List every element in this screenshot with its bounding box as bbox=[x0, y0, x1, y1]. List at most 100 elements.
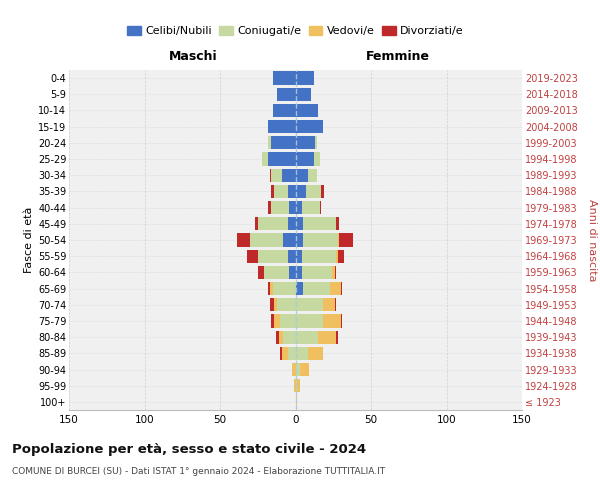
Bar bbox=[294, 379, 296, 392]
Text: Popolazione per età, sesso e stato civile - 2024: Popolazione per età, sesso e stato civil… bbox=[12, 442, 366, 456]
Bar bbox=[283, 234, 296, 246]
Bar bbox=[280, 314, 296, 328]
Bar bbox=[296, 314, 323, 328]
Bar bbox=[323, 314, 341, 328]
Bar bbox=[268, 201, 271, 214]
Y-axis label: Fasce di età: Fasce di età bbox=[23, 207, 34, 273]
Bar bbox=[250, 234, 283, 246]
Bar bbox=[289, 201, 296, 214]
Bar bbox=[273, 72, 296, 85]
Bar bbox=[279, 330, 283, 344]
Bar bbox=[336, 250, 338, 263]
Bar bbox=[296, 282, 303, 295]
Bar bbox=[303, 234, 338, 246]
Bar bbox=[283, 330, 296, 344]
Bar bbox=[303, 217, 336, 230]
Bar bbox=[296, 250, 302, 263]
Bar bbox=[339, 234, 353, 246]
Bar bbox=[258, 250, 288, 263]
Bar bbox=[332, 266, 335, 279]
Bar bbox=[262, 152, 268, 166]
Text: Maschi: Maschi bbox=[169, 50, 218, 63]
Bar bbox=[288, 250, 296, 263]
Bar bbox=[320, 201, 321, 214]
Bar bbox=[297, 379, 300, 392]
Bar bbox=[270, 298, 274, 312]
Bar bbox=[282, 168, 296, 182]
Bar bbox=[315, 136, 317, 149]
Bar bbox=[296, 266, 302, 279]
Bar bbox=[296, 379, 297, 392]
Bar bbox=[271, 168, 282, 182]
Bar bbox=[336, 330, 338, 344]
Bar bbox=[296, 330, 318, 344]
Bar bbox=[270, 282, 273, 295]
Bar bbox=[271, 136, 296, 149]
Bar bbox=[292, 363, 296, 376]
Bar bbox=[303, 282, 330, 295]
Bar bbox=[302, 250, 336, 263]
Bar bbox=[318, 330, 336, 344]
Bar bbox=[296, 217, 303, 230]
Bar bbox=[268, 120, 296, 134]
Bar bbox=[268, 282, 270, 295]
Bar bbox=[296, 346, 308, 360]
Bar bbox=[274, 314, 280, 328]
Bar bbox=[271, 314, 274, 328]
Y-axis label: Anni di nascita: Anni di nascita bbox=[587, 198, 597, 281]
Bar bbox=[296, 72, 314, 85]
Bar bbox=[277, 88, 296, 101]
Bar bbox=[264, 266, 289, 279]
Bar bbox=[336, 217, 339, 230]
Bar bbox=[277, 298, 296, 312]
Bar bbox=[306, 185, 321, 198]
Bar bbox=[268, 136, 271, 149]
Bar bbox=[335, 298, 336, 312]
Bar bbox=[308, 346, 323, 360]
Bar bbox=[302, 201, 320, 214]
Bar bbox=[296, 298, 323, 312]
Bar bbox=[330, 282, 341, 295]
Bar bbox=[236, 234, 250, 246]
Bar bbox=[296, 88, 311, 101]
Bar bbox=[274, 185, 288, 198]
Bar bbox=[268, 152, 296, 166]
Bar bbox=[300, 363, 309, 376]
Bar bbox=[296, 201, 302, 214]
Bar bbox=[338, 234, 339, 246]
Bar bbox=[341, 314, 343, 328]
Bar bbox=[288, 217, 296, 230]
Bar bbox=[296, 104, 318, 117]
Bar bbox=[274, 298, 277, 312]
Bar bbox=[273, 104, 296, 117]
Bar bbox=[302, 266, 332, 279]
Text: COMUNE DI BURCEI (SU) - Dati ISTAT 1° gennaio 2024 - Elaborazione TUTTITALIA.IT: COMUNE DI BURCEI (SU) - Dati ISTAT 1° ge… bbox=[12, 468, 385, 476]
Bar bbox=[288, 346, 296, 360]
Bar bbox=[289, 266, 296, 279]
Bar bbox=[321, 185, 324, 198]
Bar bbox=[271, 185, 274, 198]
Bar bbox=[314, 152, 320, 166]
Bar bbox=[308, 168, 317, 182]
Bar bbox=[338, 250, 344, 263]
Bar bbox=[296, 363, 300, 376]
Bar bbox=[247, 250, 258, 263]
Bar bbox=[296, 152, 314, 166]
Bar bbox=[271, 201, 289, 214]
Bar bbox=[258, 266, 264, 279]
Bar bbox=[258, 217, 288, 230]
Bar bbox=[296, 396, 297, 408]
Bar bbox=[276, 330, 279, 344]
Bar bbox=[296, 168, 308, 182]
Legend: Celibi/Nubili, Coniugati/e, Vedovi/e, Divorziati/e: Celibi/Nubili, Coniugati/e, Vedovi/e, Di… bbox=[123, 21, 468, 40]
Bar bbox=[270, 168, 271, 182]
Bar bbox=[296, 234, 303, 246]
Bar bbox=[296, 185, 306, 198]
Bar bbox=[296, 136, 315, 149]
Bar bbox=[273, 282, 296, 295]
Bar bbox=[288, 185, 296, 198]
Bar bbox=[296, 120, 323, 134]
Bar bbox=[335, 266, 336, 279]
Text: Femmine: Femmine bbox=[365, 50, 430, 63]
Bar bbox=[282, 346, 288, 360]
